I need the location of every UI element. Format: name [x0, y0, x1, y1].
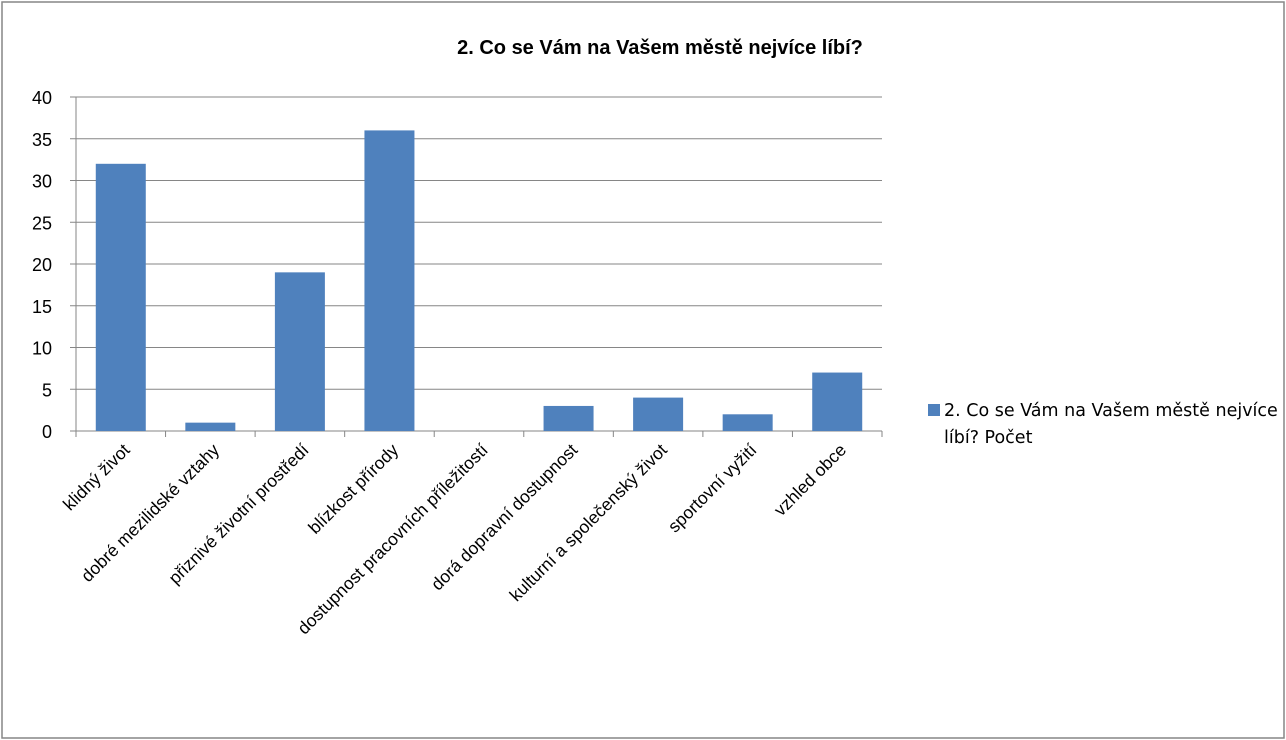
y-tick-label: 10	[32, 339, 52, 359]
bar	[185, 422, 236, 431]
y-tick-label: 25	[32, 213, 52, 233]
bar	[95, 163, 146, 432]
bar	[274, 272, 325, 431]
y-tick-label: 30	[32, 172, 52, 192]
bar	[633, 397, 684, 431]
y-tick-label: 5	[42, 380, 52, 400]
y-tick-label: 40	[32, 88, 52, 108]
y-tick-label: 0	[42, 422, 52, 442]
y-tick-label: 20	[32, 255, 52, 275]
y-tick-label: 15	[32, 297, 52, 317]
legend-label: 2. Co se Vám na Vašem městě nejvíce líbí…	[944, 401, 1278, 448]
bar	[364, 130, 415, 431]
chart-title: 2. Co se Vám na Vašem městě nejvíce líbí…	[457, 37, 863, 59]
bar	[722, 414, 773, 431]
legend-swatch	[928, 404, 940, 416]
bar	[812, 372, 863, 431]
y-tick-label: 35	[32, 130, 52, 150]
bar	[543, 405, 594, 431]
